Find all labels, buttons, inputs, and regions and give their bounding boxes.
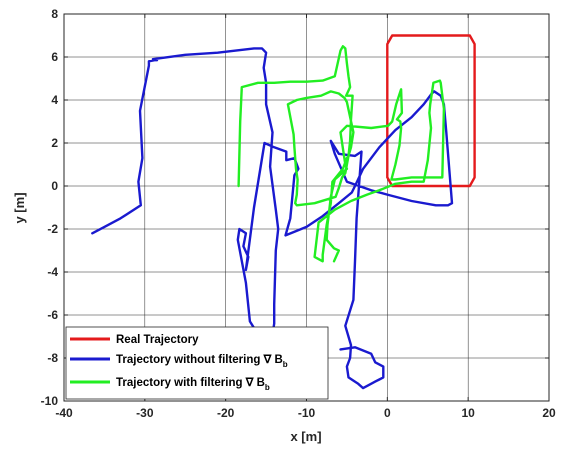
legend: Real Trajectory Trajectory without filte…: [65, 326, 329, 400]
legend-label-without-filtering: Trajectory without filtering ∇ Bb: [116, 354, 288, 369]
y-tick-label: -2: [47, 222, 58, 236]
y-tick-label: -10: [41, 394, 59, 408]
x-tick-label: -40: [55, 406, 73, 420]
x-tick-label: 0: [384, 406, 391, 420]
y-tick-label: 2: [51, 136, 58, 150]
series-real-trajectory: [386, 34, 476, 188]
series-without-filtering: [91, 47, 454, 390]
x-tick-label: -10: [298, 406, 316, 420]
x-axis-label: x [m]: [290, 429, 321, 444]
x-tick-label: 10: [461, 406, 475, 420]
legend-label-real-trajectory: Real Trajectory: [116, 334, 199, 346]
y-axis-label: y [m]: [12, 192, 27, 223]
y-tick-label: -8: [47, 351, 58, 365]
y-tick-label: 0: [51, 179, 58, 193]
y-tick-label: -6: [47, 308, 58, 322]
x-tick-label: 20: [542, 406, 556, 420]
x-tick-label: -30: [136, 406, 154, 420]
y-tick-label: 8: [51, 7, 58, 21]
series-layer: [91, 34, 476, 390]
y-tick-label: 4: [51, 93, 58, 107]
y-tick-label: 6: [51, 50, 58, 64]
x-tick-label: -20: [217, 406, 235, 420]
y-tick-label: -4: [47, 265, 58, 279]
legend-label-with-filtering: Trajectory with filtering ∇ Bb: [116, 377, 270, 392]
series-with-filtering: [237, 45, 446, 263]
